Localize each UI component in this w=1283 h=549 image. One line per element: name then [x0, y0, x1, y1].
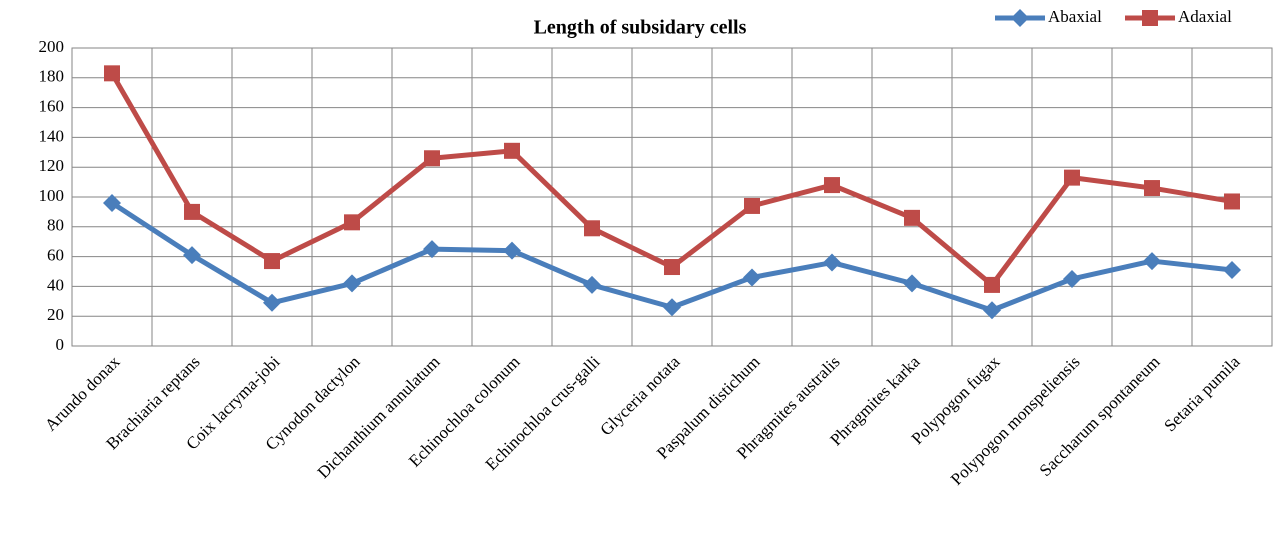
data-point: [1063, 269, 1081, 288]
y-tick-label: 120: [39, 156, 65, 175]
data-point: [264, 253, 280, 270]
chart-title: Length of subsidary cells: [534, 17, 747, 39]
data-point: [423, 240, 441, 259]
data-point: [344, 214, 360, 231]
legend-swatch-marker: [1011, 9, 1029, 27]
y-tick-label: 200: [39, 37, 65, 56]
y-tick-label: 0: [56, 335, 65, 354]
data-point: [823, 253, 841, 272]
data-point: [343, 274, 361, 293]
data-point: [903, 274, 921, 293]
data-point: [583, 275, 601, 294]
data-point: [584, 220, 600, 237]
data-point: [184, 203, 200, 220]
y-tick-label: 180: [39, 67, 65, 86]
data-point: [744, 197, 760, 214]
plot-border: [71, 47, 1273, 347]
x-tick-label: Setaria pumila: [1160, 352, 1244, 436]
x-tick-label: Arundo donax: [41, 352, 124, 435]
data-point: [424, 150, 440, 167]
data-point: [103, 193, 121, 212]
data-point: [504, 142, 520, 159]
legend-swatch-marker: [1142, 10, 1158, 26]
y-tick-label: 140: [39, 126, 65, 145]
y-tick-label: 20: [47, 305, 64, 324]
y-tick-label: 80: [47, 216, 64, 235]
data-point: [983, 301, 1001, 320]
data-point: [984, 276, 1000, 293]
data-point: [104, 65, 120, 82]
data-point: [1223, 261, 1241, 280]
data-point: [663, 298, 681, 317]
y-tick-label: 160: [39, 97, 65, 116]
data-point: [1224, 193, 1240, 210]
y-tick-label: 100: [39, 186, 65, 205]
data-point: [824, 177, 840, 194]
x-tick-label: Polypogon monspeliensis: [947, 352, 1084, 489]
data-point: [1143, 252, 1161, 271]
x-tick-label: Glyceria notata: [596, 352, 684, 440]
y-tick-label: 60: [47, 246, 64, 265]
data-point: [503, 241, 521, 260]
data-point: [1064, 169, 1080, 186]
data-point: [664, 259, 680, 276]
data-point: [904, 209, 920, 226]
legend-label: Abaxial: [1048, 7, 1102, 26]
data-point: [1144, 180, 1160, 197]
legend-label: Adaxial: [1178, 7, 1232, 26]
data-point: [263, 293, 281, 312]
data-point: [183, 246, 201, 265]
y-tick-label: 40: [47, 275, 64, 294]
legend: Abaxial Adaxial: [995, 7, 1232, 27]
data-point: [743, 268, 761, 287]
